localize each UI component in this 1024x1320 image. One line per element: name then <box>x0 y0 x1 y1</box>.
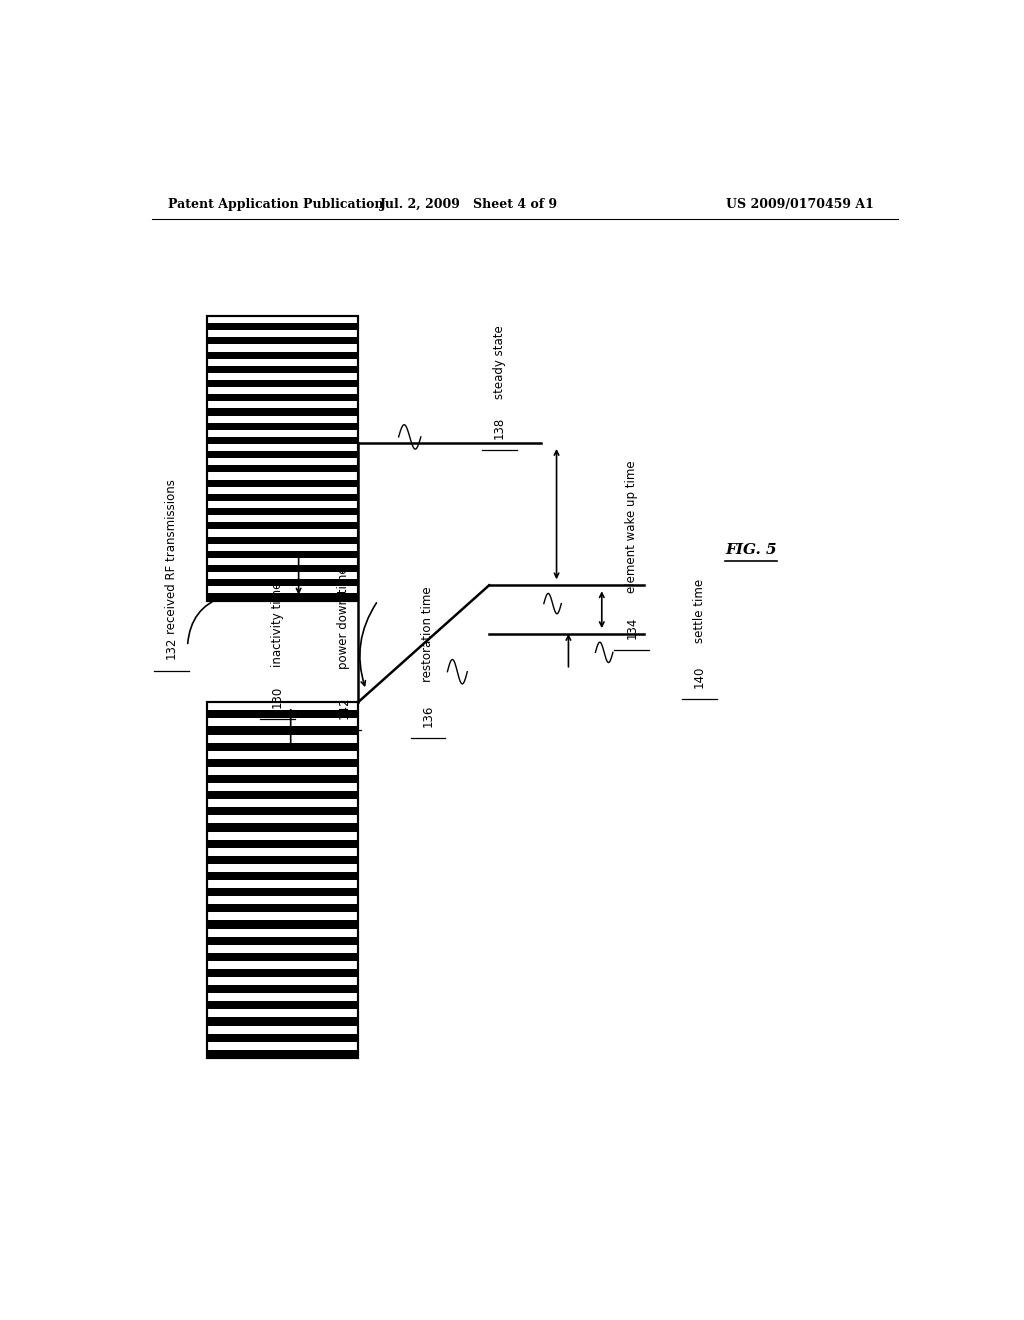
Bar <box>207 565 358 572</box>
Bar <box>207 550 358 558</box>
Bar <box>207 408 358 416</box>
Bar <box>207 315 358 601</box>
Bar <box>207 985 358 993</box>
Bar <box>207 579 358 586</box>
Bar <box>207 969 358 977</box>
Bar <box>207 920 358 928</box>
Bar <box>207 422 358 430</box>
Text: element wake up time: element wake up time <box>626 461 638 593</box>
Text: power down time: power down time <box>337 566 350 669</box>
Text: inactivity time: inactivity time <box>270 581 284 667</box>
Bar <box>207 824 358 832</box>
Bar <box>207 855 358 863</box>
Bar <box>207 873 358 880</box>
Bar <box>207 759 358 767</box>
Text: settle time: settle time <box>693 578 706 643</box>
Bar <box>207 338 358 345</box>
Text: 136: 136 <box>422 704 434 726</box>
Text: FIG. 5: FIG. 5 <box>725 543 777 557</box>
Text: restoration time: restoration time <box>422 586 434 682</box>
Bar <box>207 508 358 515</box>
Bar <box>207 366 358 372</box>
Bar <box>207 451 358 458</box>
Bar <box>207 791 358 799</box>
Bar <box>207 351 358 359</box>
Text: US 2009/0170459 A1: US 2009/0170459 A1 <box>726 198 873 211</box>
Bar <box>207 523 358 529</box>
Bar <box>207 888 358 896</box>
Text: 138: 138 <box>493 417 506 438</box>
Text: 130: 130 <box>270 686 284 709</box>
Text: Patent Application Publication: Patent Application Publication <box>168 198 383 211</box>
Bar <box>207 494 358 500</box>
Bar <box>207 775 358 783</box>
Bar <box>207 953 358 961</box>
Bar <box>207 1018 358 1026</box>
Bar <box>207 710 358 718</box>
Bar <box>207 594 358 601</box>
Bar <box>207 840 358 847</box>
Bar <box>207 937 358 945</box>
Bar <box>207 323 358 330</box>
Text: 134: 134 <box>626 616 638 639</box>
Bar <box>207 479 358 487</box>
Bar <box>207 380 358 387</box>
Text: 132: 132 <box>165 638 178 660</box>
Bar <box>207 315 358 601</box>
Bar <box>207 702 358 1057</box>
Text: Jul. 2, 2009   Sheet 4 of 9: Jul. 2, 2009 Sheet 4 of 9 <box>380 198 558 211</box>
Bar <box>207 702 358 1057</box>
Bar <box>207 808 358 816</box>
Bar <box>207 536 358 544</box>
Bar <box>207 1049 358 1057</box>
Bar <box>207 395 358 401</box>
Bar <box>207 1034 358 1041</box>
Bar <box>207 437 358 444</box>
Text: received RF transmissions: received RF transmissions <box>165 479 178 635</box>
Text: steady state: steady state <box>493 325 506 399</box>
Bar <box>207 904 358 912</box>
Bar <box>207 466 358 473</box>
Bar <box>207 726 358 734</box>
Text: 142: 142 <box>337 696 350 718</box>
Bar <box>207 743 358 751</box>
Bar <box>207 1002 358 1010</box>
Text: 140: 140 <box>693 665 706 688</box>
